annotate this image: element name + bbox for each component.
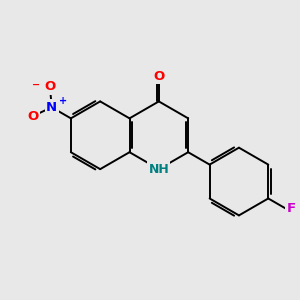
Text: O: O [153,70,164,83]
Text: −: − [32,80,40,89]
Text: NH: NH [148,163,169,176]
Text: O: O [44,80,56,93]
Text: F: F [286,202,296,215]
Text: +: + [59,96,67,106]
Text: N: N [46,101,57,114]
Text: O: O [27,110,39,122]
